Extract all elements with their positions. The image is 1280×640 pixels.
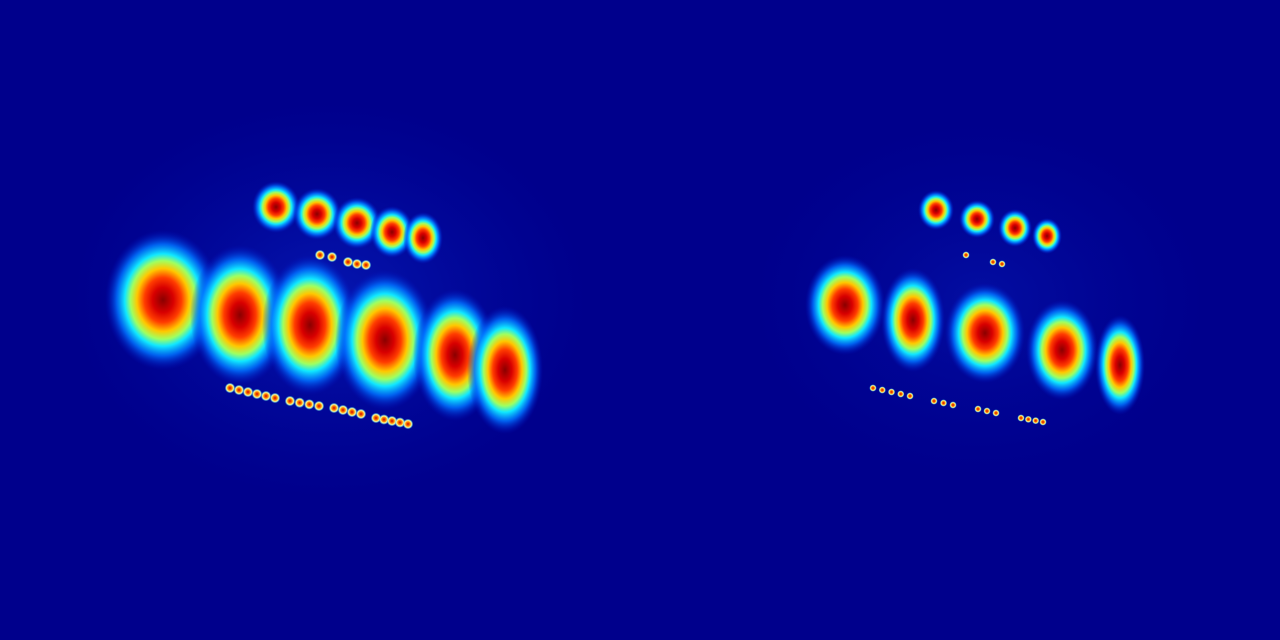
heat-dot xyxy=(962,251,970,259)
heat-dot xyxy=(371,413,381,423)
heat-dot xyxy=(343,257,353,267)
heat-blob xyxy=(252,181,300,233)
heat-dot xyxy=(930,397,938,405)
heat-dot xyxy=(356,409,366,419)
heat-dot xyxy=(338,405,348,415)
blob-group xyxy=(105,181,1145,434)
heat-blob xyxy=(105,230,221,370)
heat-dot xyxy=(940,399,947,407)
heat-blob xyxy=(1032,218,1062,254)
heat-dot xyxy=(285,396,295,406)
heat-dot xyxy=(998,260,1006,268)
heat-dot xyxy=(270,393,280,403)
heat-dot xyxy=(314,401,324,411)
heat-dot xyxy=(252,389,262,399)
heat-dot xyxy=(989,258,997,266)
heat-blob xyxy=(370,206,414,258)
heat-dot xyxy=(243,387,253,397)
heat-blob xyxy=(1095,315,1145,415)
heat-dot xyxy=(1039,418,1047,426)
heat-dot xyxy=(983,407,991,415)
heat-dot xyxy=(395,417,405,428)
heat-dot xyxy=(387,416,397,426)
heat-dot xyxy=(1017,414,1025,422)
heat-dot xyxy=(347,407,357,417)
heat-dot xyxy=(888,388,895,396)
heat-blob xyxy=(945,283,1025,383)
heat-blob xyxy=(262,255,358,395)
heat-dot xyxy=(403,419,413,429)
heat-dot xyxy=(294,397,305,408)
heat-dot xyxy=(974,405,982,413)
heat-dot xyxy=(379,414,389,425)
heat-blob xyxy=(333,197,381,249)
heat-blob xyxy=(998,209,1032,247)
heat-blob xyxy=(805,255,885,355)
heat-dot xyxy=(1024,415,1032,423)
heat-blob xyxy=(959,200,995,238)
heat-blob xyxy=(293,188,341,240)
heat-dot xyxy=(361,260,371,270)
heat-dot xyxy=(225,383,235,393)
heat-dot xyxy=(906,392,914,400)
heat-dot xyxy=(304,399,315,410)
heat-dot xyxy=(234,385,244,395)
heat-dot xyxy=(261,391,271,401)
heat-dot xyxy=(352,259,362,269)
heat-blob xyxy=(881,268,945,372)
heat-dot xyxy=(327,252,337,262)
heat-dot xyxy=(329,403,339,413)
heat-dot xyxy=(897,390,905,398)
heat-blob xyxy=(918,190,954,230)
heat-dot xyxy=(1032,417,1040,425)
heat-blob xyxy=(403,212,443,264)
heat-dot xyxy=(992,409,1000,417)
dot-group xyxy=(225,250,1047,429)
heat-dot xyxy=(878,386,886,394)
heat-blob xyxy=(335,270,435,410)
heat-dot xyxy=(315,250,325,260)
heat-blob xyxy=(467,306,543,434)
heat-dot xyxy=(869,384,877,392)
heat-blob xyxy=(190,245,290,385)
heat-blob xyxy=(1026,300,1098,400)
heat-dot xyxy=(949,401,957,409)
